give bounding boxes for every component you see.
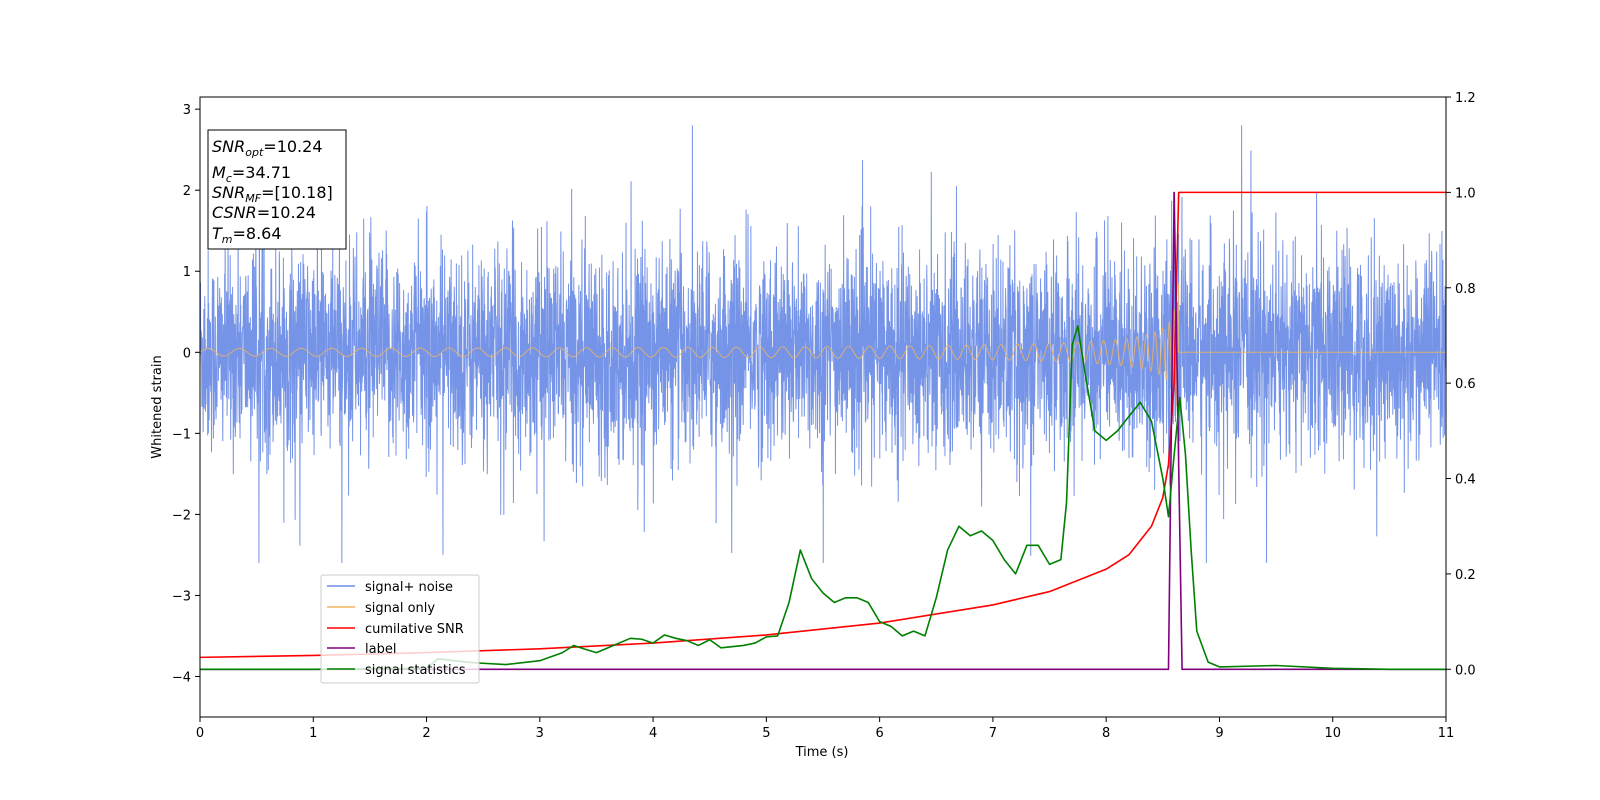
y-axis-label: Whitened strain (150, 355, 165, 458)
info-snr-opt: SNRopt=10.24 (212, 137, 323, 159)
legend: signal+ noise signal only cumilative SNR… (320, 574, 480, 684)
y-right-tick-label: 1.0 (1455, 186, 1476, 201)
series-signal-noise (200, 125, 1446, 564)
series-cumilative-snr (200, 191, 1446, 659)
info-box: SNRopt=10.24 Mc=34.71 SNRMF=[10.18] CSNR… (207, 129, 347, 250)
y-left-tick-label: 2 (183, 184, 191, 199)
y-left-tick-label: −4 (172, 670, 191, 685)
label-line (200, 191, 1446, 671)
info-mc: Mc=34.71 (212, 163, 291, 185)
x-tick-label: 2 (422, 726, 430, 741)
x-axis-label: Time (s) (795, 745, 849, 760)
x-tick-label: 6 (875, 726, 883, 741)
y-left-tick-label: 0 (183, 346, 191, 361)
signal-noise-line (200, 125, 1446, 564)
info-tm: Tm=8.64 (212, 224, 282, 246)
y-right-tick-label: 0.0 (1455, 663, 1476, 678)
legend-label-signal-statistics: signal statistics (365, 663, 466, 678)
y-axis-right-ticks: 1.2 1.0 0.8 0.6 0.4 0.2 0.0 (1446, 91, 1476, 678)
series-signal-only (200, 283, 1446, 407)
series-label (200, 191, 1446, 671)
x-tick-label: 4 (649, 726, 657, 741)
y-axis-left-ticks: 3 2 1 0 −1 −2 −3 −4 (172, 103, 200, 685)
legend-label-label: label (365, 642, 396, 657)
x-tick-label: 10 (1324, 726, 1341, 741)
info-snr-mf: SNRMF=[10.18] (212, 183, 333, 205)
y-left-tick-label: −1 (172, 427, 191, 442)
y-left-tick-label: −2 (172, 508, 191, 523)
legend-label-signal-noise: signal+ noise (365, 580, 453, 595)
y-right-tick-label: 0.4 (1455, 473, 1476, 488)
y-left-tick-label: 3 (183, 103, 191, 118)
y-right-tick-label: 0.6 (1455, 377, 1476, 392)
x-axis-ticks: 0 1 2 3 4 5 6 7 8 9 10 11 (196, 717, 1454, 741)
x-tick-label: 11 (1438, 726, 1455, 741)
y-left-tick-label: −3 (172, 589, 191, 604)
x-tick-label: 7 (989, 726, 997, 741)
legend-label-signal-only: signal only (365, 601, 435, 616)
cumilative-snr-line (200, 191, 1446, 659)
info-csnr: CSNR=10.24 (212, 203, 316, 222)
y-left-tick-label: 1 (183, 265, 191, 280)
signal-only-line (200, 283, 1446, 407)
x-tick-label: 8 (1102, 726, 1110, 741)
y-right-tick-label: 0.2 (1455, 568, 1476, 583)
x-tick-label: 9 (1215, 726, 1223, 741)
signal-statistics-line (200, 325, 1446, 671)
plot-frame (199, 96, 1447, 718)
y-right-tick-label: 1.2 (1455, 91, 1476, 106)
legend-label-cumilative-snr: cumilative SNR (365, 622, 464, 637)
x-tick-label: 0 (196, 726, 204, 741)
series-signal-statistics (200, 325, 1446, 671)
x-tick-label: 5 (762, 726, 770, 741)
y-right-tick-label: 0.8 (1455, 282, 1476, 297)
x-tick-label: 1 (309, 726, 317, 741)
x-tick-label: 3 (536, 726, 544, 741)
